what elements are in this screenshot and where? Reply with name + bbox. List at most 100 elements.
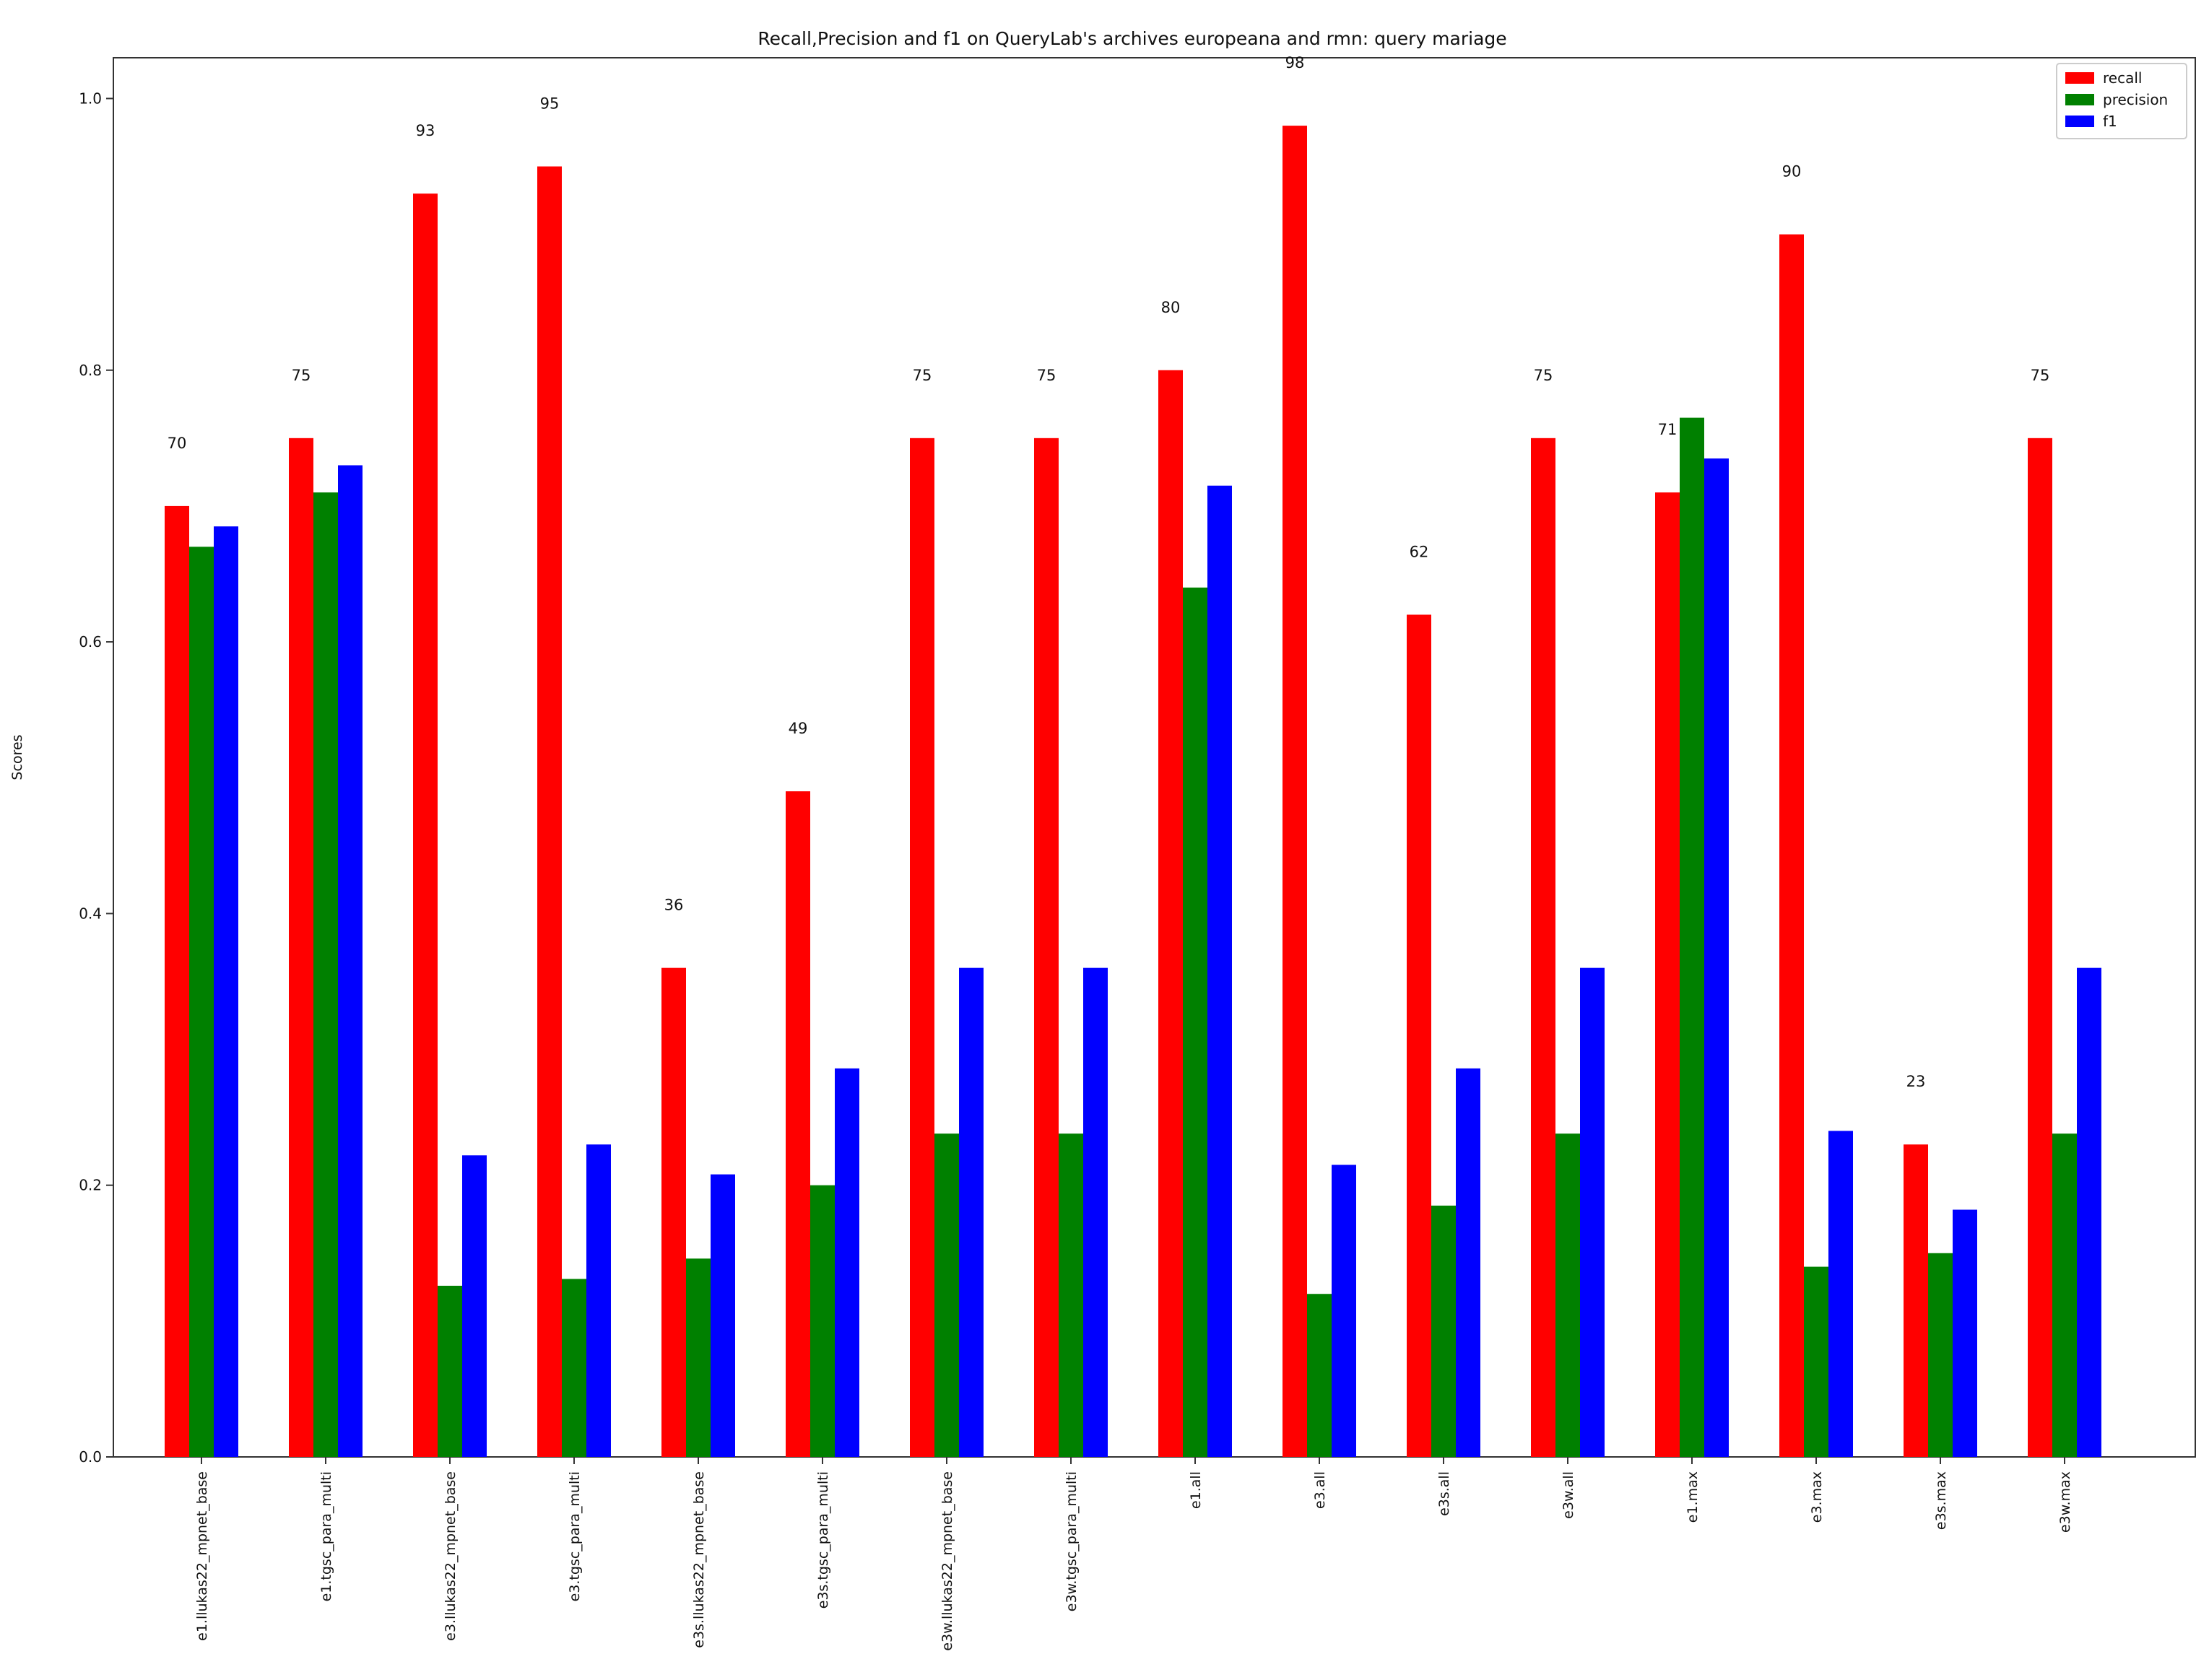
bar-precision <box>1307 1294 1332 1457</box>
y-tick-label: 0.4 <box>79 905 102 922</box>
bar-precision <box>1804 1266 1828 1457</box>
bar-recall <box>165 505 189 1457</box>
bar-f1 <box>1828 1131 1853 1457</box>
x-tick-label: e1.tgsc_para_multi <box>318 1471 334 1601</box>
bar-recall <box>1283 126 1307 1458</box>
bar-annotation: 98 <box>1285 54 1305 71</box>
x-tick-label: e3w.llukas22_mpnet_base <box>939 1471 955 1651</box>
bar-recall <box>1158 370 1183 1457</box>
plot-area <box>113 57 2196 1458</box>
bar-recall <box>1655 492 1680 1457</box>
y-axis-label: Scores <box>9 734 25 780</box>
bar-f1 <box>711 1174 735 1457</box>
bar-annotation: 62 <box>1410 543 1429 560</box>
bar-f1 <box>1332 1165 1356 1457</box>
x-tick-label: e3w.tgsc_para_multi <box>1064 1471 1080 1611</box>
bar-precision <box>1431 1205 1456 1457</box>
x-tick-label: e1.max <box>1685 1471 1701 1523</box>
bar-recall <box>786 791 810 1457</box>
bar-precision <box>934 1133 959 1457</box>
bar-precision <box>810 1185 835 1457</box>
bar-annotation: 71 <box>1658 421 1678 438</box>
x-tick-label: e3s.tgsc_para_multi <box>815 1471 831 1609</box>
bar-recall <box>1034 438 1059 1457</box>
x-tick-label: e3w.max <box>2057 1471 2073 1533</box>
bar-annotation: 90 <box>1782 163 1802 180</box>
plot-frame <box>113 57 2196 1458</box>
bar-precision <box>1928 1253 1953 1457</box>
bar-recall <box>1904 1144 1928 1457</box>
bar-f1 <box>835 1068 859 1457</box>
bar-annotation: 75 <box>913 367 932 384</box>
x-tick-label: e3s.max <box>1933 1471 1949 1530</box>
y-tick-label: 0.8 <box>79 362 102 379</box>
bar-annotation: 36 <box>664 897 684 914</box>
y-tick-label: 0.0 <box>79 1448 102 1466</box>
bar-recall <box>1531 438 1555 1457</box>
bar-recall <box>2028 438 2052 1457</box>
bar-annotation: 75 <box>292 367 311 384</box>
bar-f1 <box>2077 967 2101 1457</box>
bar-recall <box>1407 614 1431 1457</box>
x-tick-label: e1.all <box>1188 1471 1204 1509</box>
bar-precision <box>189 547 214 1457</box>
y-axis: 0.0 0.2 0.4 0.6 0.8 1.0 <box>79 90 113 1466</box>
legend-label-f1: f1 <box>2103 113 2117 130</box>
bar-f1 <box>586 1144 611 1457</box>
bar-recall <box>413 193 438 1458</box>
bar-f1 <box>1083 967 1108 1457</box>
bar-f1 <box>1704 458 1729 1457</box>
bar-f1 <box>338 465 363 1457</box>
bar-precision <box>686 1258 711 1457</box>
bar-recall <box>910 438 934 1457</box>
bar-annotation: 23 <box>1906 1073 1926 1090</box>
legend-swatch-precision <box>2065 94 2094 105</box>
legend-label-recall: recall <box>2103 69 2142 87</box>
bar-precision <box>438 1285 462 1457</box>
bar-annotation: 95 <box>540 95 560 113</box>
bar-annotation: 75 <box>1534 367 1553 384</box>
x-tick-label: e3.max <box>1809 1471 1825 1523</box>
bar-annotation: 75 <box>2031 367 2050 384</box>
x-tick-label: e3w.all <box>1561 1471 1576 1519</box>
x-tick-label: e3s.all <box>1436 1471 1452 1516</box>
bar-f1 <box>462 1155 487 1457</box>
bar-f1 <box>959 967 984 1457</box>
bar-annotation: 49 <box>789 720 808 737</box>
bar-precision <box>1680 417 1704 1458</box>
y-tick-label: 1.0 <box>79 90 102 107</box>
legend: recall precision f1 <box>2056 63 2187 139</box>
x-tick-label: e3.all <box>1312 1471 1328 1509</box>
bar-annotation: 93 <box>416 122 435 139</box>
bar-recall <box>661 967 686 1457</box>
x-tick-label: e3.tgsc_para_multi <box>567 1471 583 1601</box>
bar-annotation: 80 <box>1161 299 1181 316</box>
bar-f1 <box>1953 1209 1977 1457</box>
bar-precision <box>313 492 338 1457</box>
legend-swatch-f1 <box>2065 116 2094 127</box>
bar-precision <box>2052 1133 2077 1457</box>
bar-recall <box>537 166 562 1457</box>
x-tick-label: e3s.llukas22_mpnet_base <box>691 1471 707 1648</box>
bar-annotation: 70 <box>168 435 187 452</box>
bar-recall <box>1779 234 1804 1457</box>
legend-swatch-recall <box>2065 72 2094 84</box>
x-axis: e1.llukas22_mpnet_base e1.tgsc_para_multi… <box>194 1457 2073 1651</box>
legend-label-precision: precision <box>2103 91 2168 108</box>
bar-annotation: 75 <box>1037 367 1056 384</box>
y-tick-label: 0.2 <box>79 1177 102 1194</box>
bars <box>165 126 2101 1458</box>
bar-f1 <box>1207 485 1232 1457</box>
bar-precision <box>562 1279 586 1457</box>
bar-precision <box>1059 1133 1083 1457</box>
x-tick-label: e1.llukas22_mpnet_base <box>194 1471 210 1641</box>
chart-title: Recall,Precision and f1 on QueryLab's ar… <box>758 28 1506 49</box>
bar-f1 <box>214 526 238 1457</box>
bar-f1 <box>1580 967 1605 1457</box>
bar-precision <box>1183 587 1207 1457</box>
bar-recall <box>289 438 313 1457</box>
x-tick-label: e3.llukas22_mpnet_base <box>443 1471 459 1641</box>
y-tick-label: 0.6 <box>79 633 102 650</box>
bar-f1 <box>1456 1068 1480 1457</box>
